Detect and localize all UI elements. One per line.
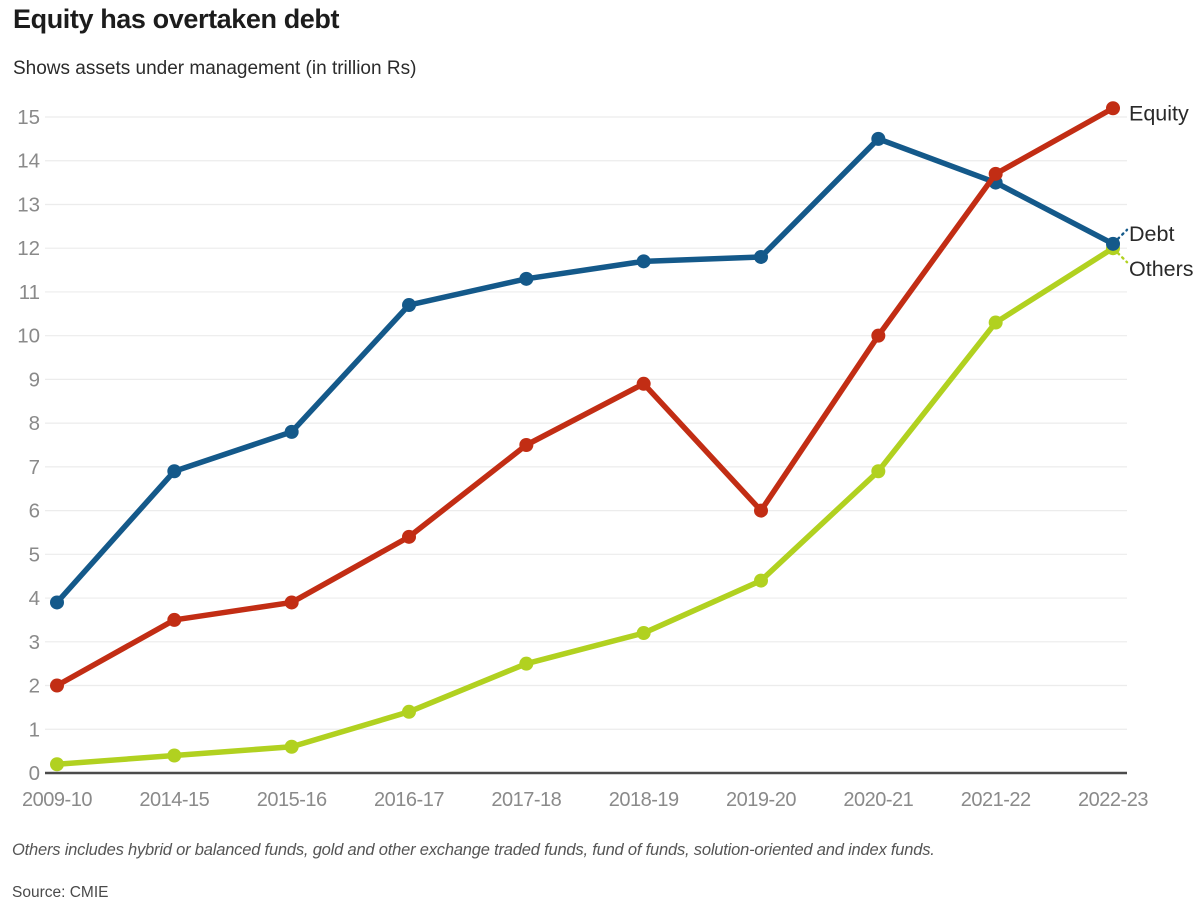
footnote: Others includes hybrid or balanced funds… xyxy=(12,841,935,859)
others-point xyxy=(519,656,534,671)
debt-point xyxy=(50,595,64,610)
equity-point xyxy=(754,503,768,518)
y-tick-label: 9 xyxy=(29,368,40,391)
line-chart: 0 1 2 3 4 5 6 7 8 9 10 11 12 13 14 15 2009-10 2014-15 2015… xyxy=(17,101,1194,811)
y-tick-label: 2 xyxy=(29,675,40,698)
x-tick-label: 2015-16 xyxy=(257,789,327,811)
x-tick-label: 2020-21 xyxy=(843,789,913,811)
others-line xyxy=(54,245,1116,768)
others-point xyxy=(50,757,64,772)
equity-point xyxy=(988,166,1003,181)
series-label-debt: Debt xyxy=(1129,222,1174,246)
debt-point xyxy=(167,464,182,479)
y-tick-label: 12 xyxy=(17,237,40,260)
y-tick-label: 1 xyxy=(29,718,40,741)
debt-point xyxy=(284,424,299,439)
y-tick-label: 11 xyxy=(19,281,40,304)
debt-point xyxy=(636,254,651,269)
x-tick-label: 2019-20 xyxy=(726,789,796,811)
chart-subtitle: Shows assets under management (in trilli… xyxy=(13,58,417,79)
others-point xyxy=(871,464,886,479)
others-point xyxy=(988,315,1003,330)
equity-point xyxy=(167,612,182,627)
y-tick-label: 13 xyxy=(17,193,40,216)
debt-leader-line xyxy=(1116,228,1129,241)
debt-point xyxy=(519,271,534,286)
equity-point xyxy=(636,376,651,391)
x-tick-label: 2022-23 xyxy=(1078,789,1148,811)
equity-point xyxy=(1106,101,1120,116)
y-tick-label: 8 xyxy=(29,412,40,435)
series-label-equity: Equity xyxy=(1129,101,1189,125)
debt-line xyxy=(54,136,1116,606)
equity-point xyxy=(871,328,886,343)
debt-point xyxy=(402,298,416,313)
equity-point xyxy=(402,529,416,544)
debt-point xyxy=(871,131,886,146)
x-tick-label: 2009-10 xyxy=(22,789,92,811)
equity-point xyxy=(284,595,299,610)
others-leader-line xyxy=(1116,251,1129,264)
equity-point xyxy=(50,678,64,693)
others-point xyxy=(636,626,651,641)
others-point xyxy=(284,739,299,754)
source-credit: Source: CMIE xyxy=(12,884,109,901)
x-tick-label: 2017-18 xyxy=(491,789,561,811)
y-tick-label: 4 xyxy=(29,587,40,610)
chart-title: Equity has overtaken debt xyxy=(13,4,340,34)
x-tick-label: 2021-22 xyxy=(961,789,1031,811)
y-tick-label: 10 xyxy=(17,325,40,348)
others-point xyxy=(402,704,416,719)
series-label-others: Others xyxy=(1129,257,1194,281)
equity-line xyxy=(54,105,1116,689)
x-tick-label: 2016-17 xyxy=(374,789,444,811)
x-tick-label: 2014-15 xyxy=(139,789,209,811)
y-tick-label: 15 xyxy=(17,106,40,129)
x-tick-label: 2018-19 xyxy=(609,789,679,811)
y-tick-label: 6 xyxy=(29,500,40,523)
debt-point xyxy=(754,249,768,264)
y-tick-label: 14 xyxy=(17,150,40,173)
y-tick-label: 5 xyxy=(29,543,40,566)
y-tick-label: 0 xyxy=(29,762,40,785)
equity-point xyxy=(519,438,534,452)
others-point xyxy=(754,573,768,588)
y-tick-label: 3 xyxy=(29,631,40,654)
debt-point xyxy=(1106,236,1120,251)
y-tick-label: 7 xyxy=(29,456,40,479)
others-point xyxy=(167,748,182,763)
